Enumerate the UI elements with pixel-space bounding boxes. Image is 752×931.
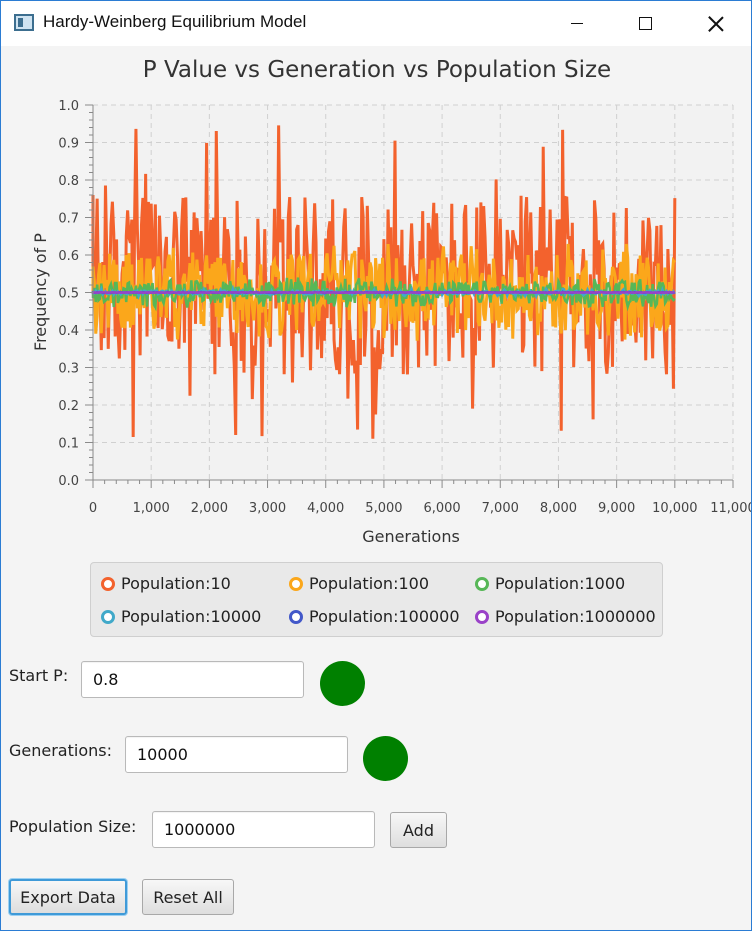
- x-tick-label: 2,000: [191, 501, 228, 516]
- y-tick-label: 0.7: [58, 212, 79, 227]
- y-tick-label: 0.6: [58, 249, 79, 264]
- legend-item: Population:100: [289, 574, 429, 593]
- generations-input[interactable]: [125, 736, 348, 773]
- close-button[interactable]: [693, 1, 739, 46]
- legend-symbol-icon: [289, 609, 303, 624]
- chart-series: [91, 125, 677, 439]
- title-bar[interactable]: Hardy-Weinberg Equilibrium Model: [1, 1, 751, 46]
- x-tick-label: 7,000: [482, 501, 519, 516]
- legend-item: Population:10000: [101, 607, 261, 626]
- add-population-button[interactable]: Add: [390, 812, 447, 848]
- x-tick-label: 10,000: [652, 501, 698, 516]
- maximize-icon: [638, 17, 652, 30]
- y-tick-label: 1.0: [58, 99, 79, 114]
- legend-item: Population:1000: [475, 574, 625, 593]
- legend-item: Population:1000000: [475, 607, 656, 626]
- chart-title: P Value vs Generation vs Population Size: [142, 57, 612, 83]
- y-tick-label: 0.9: [58, 137, 79, 152]
- x-axis-label: Generations: [362, 527, 460, 546]
- y-tick-label: 0.3: [58, 362, 79, 377]
- chart-axes: 0 1,000 2,000 3,000 4,000 5,000 6,000 7,000 8,00…: [58, 99, 751, 516]
- legend-label: Population:100: [309, 574, 429, 593]
- x-tick-label: 6,000: [423, 501, 460, 516]
- population-size-label: Population Size:: [9, 817, 137, 836]
- reset-all-button[interactable]: Reset All: [142, 879, 234, 915]
- y-tick-label: 0.1: [58, 437, 79, 452]
- x-tick-label: 3,000: [249, 501, 286, 516]
- legend-label: Population:1000: [495, 574, 626, 593]
- legend-item: Population:100000: [289, 607, 460, 626]
- minimize-button[interactable]: [554, 1, 600, 46]
- series-line-population-1000000: [91, 290, 676, 295]
- legend-label: Population:10: [121, 574, 231, 593]
- y-tick-label: 0.0: [58, 474, 79, 489]
- legend-symbol-icon: [475, 576, 489, 591]
- x-tick-label: 11,000: [710, 501, 751, 516]
- app-window-icon: [14, 14, 34, 31]
- x-tick-label: 4,000: [307, 501, 344, 516]
- x-tick-label: 5,000: [365, 501, 402, 516]
- generations-status-indicator: [363, 736, 408, 781]
- y-tick-label: 0.4: [58, 324, 79, 339]
- window-title: Hardy-Weinberg Equilibrium Model: [43, 12, 307, 31]
- start-p-label: Start P:: [9, 666, 69, 685]
- y-axis-label: Frequency of P: [31, 233, 50, 351]
- export-data-button[interactable]: Export Data: [9, 879, 127, 915]
- chart-legend: Population:10 Population:100 Population:10…: [90, 562, 663, 637]
- x-tick-label: 8,000: [540, 501, 577, 516]
- x-tick-label: 0: [89, 501, 97, 516]
- y-tick-label: 0.2: [58, 399, 79, 414]
- legend-label: Population:100000: [309, 607, 460, 626]
- start-p-status-indicator: [320, 661, 365, 706]
- y-tick-label: 0.5: [58, 287, 79, 302]
- maximize-button[interactable]: [622, 1, 668, 46]
- legend-symbol-icon: [101, 609, 115, 624]
- y-tick-label: 0.8: [58, 174, 79, 189]
- population-size-input[interactable]: [152, 811, 375, 848]
- x-tick-label: 9,000: [598, 501, 635, 516]
- legend-symbol-icon: [101, 576, 115, 591]
- start-p-input[interactable]: [81, 661, 304, 698]
- legend-symbol-icon: [475, 609, 489, 624]
- x-tick-label: 1,000: [133, 501, 170, 516]
- generations-label: Generations:: [9, 741, 112, 760]
- legend-label: Population:10000: [121, 607, 262, 626]
- close-icon: [708, 16, 724, 32]
- legend-item: Population:10: [101, 574, 231, 593]
- legend-label: Population:1000000: [495, 607, 656, 626]
- line-chart: 0 1,000 2,000 3,000 4,000 5,000 6,000 7,000 8,00…: [31, 99, 751, 546]
- minimize-icon: [571, 23, 583, 24]
- legend-symbol-icon: [289, 576, 303, 591]
